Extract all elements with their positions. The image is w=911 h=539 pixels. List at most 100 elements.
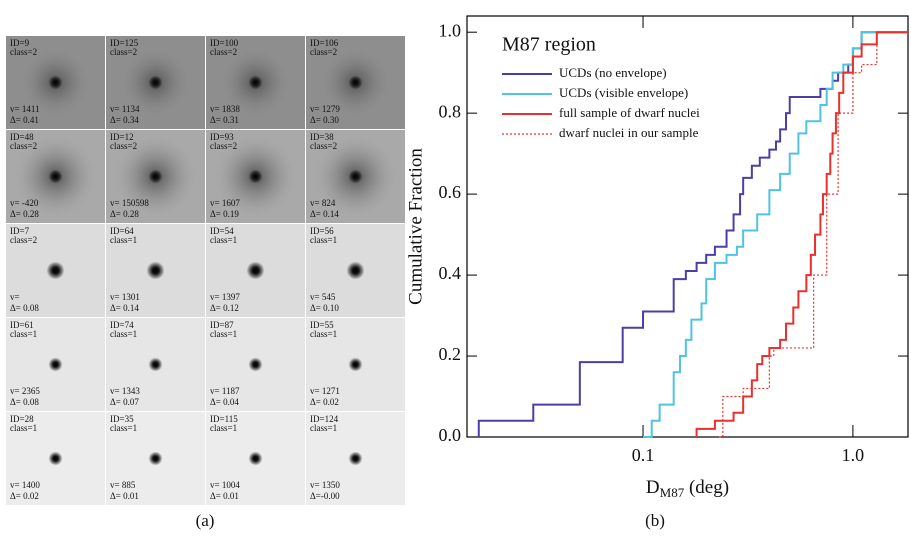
tile-delta: Δ= 0.02	[310, 397, 339, 407]
source	[248, 169, 263, 184]
tile-delta: Δ= 0.28	[110, 209, 139, 219]
tile-delta: Δ= 0.28	[10, 209, 39, 219]
tile-delta: Δ= 0.19	[210, 209, 239, 219]
tile-class: class=1	[310, 329, 337, 339]
y-tick-label: 0.8	[439, 101, 462, 121]
source	[148, 75, 163, 90]
legend-label: full sample of dwarf nuclei	[559, 105, 700, 120]
tile-class: class=2	[310, 141, 337, 151]
tile-velocity: v=	[10, 292, 20, 302]
tile-velocity: v= 1411	[10, 104, 40, 114]
tile-id: ID=35	[110, 414, 134, 424]
cdf-line	[695, 31, 908, 437]
tile-delta: Δ= 0.07	[110, 397, 139, 407]
plot-frame	[466, 15, 909, 438]
tile-delta: Δ= 0.02	[10, 491, 39, 501]
tile-velocity: v= 1400	[10, 480, 40, 490]
tile-class: class=2	[110, 141, 137, 151]
source	[48, 451, 63, 466]
y-tick-label: 0.0	[439, 425, 462, 445]
tile-class: class=2	[10, 47, 37, 57]
y-tick-label: 1.0	[439, 20, 462, 40]
tile-id: ID=93	[210, 132, 234, 142]
tile-id: ID=9	[10, 38, 30, 48]
caption-b: (b)	[645, 511, 665, 530]
tile-id: ID=125	[110, 38, 139, 48]
source	[146, 261, 165, 280]
tile-class: class=1	[110, 423, 137, 433]
tile-class: class=2	[310, 47, 337, 57]
tile-class: class=1	[10, 329, 37, 339]
x-axis-label-part: (deg)	[684, 477, 729, 498]
source	[48, 169, 63, 184]
y-tick-label: 0.2	[439, 344, 462, 364]
y-tick-label: 0.6	[439, 182, 462, 202]
tile-id: ID=64	[110, 226, 134, 236]
source	[248, 357, 263, 372]
tile-delta: Δ= 0.41	[10, 115, 39, 125]
tile-velocity: v= 824	[310, 198, 336, 208]
tile-delta: Δ= 0.08	[10, 397, 39, 407]
tile-id: ID=38	[310, 132, 334, 142]
tile-id: ID=74	[110, 320, 134, 330]
tile-velocity: v= 885	[110, 480, 136, 490]
tile-velocity: v= 2365	[10, 386, 40, 396]
tile-velocity: v= 150598	[110, 198, 149, 208]
tile-class: class=2	[10, 235, 37, 245]
source	[46, 261, 65, 280]
tile-velocity: v= 1343	[110, 386, 140, 396]
tile-delta: Δ=-0.00	[310, 491, 340, 501]
tile-class: class=1	[310, 423, 337, 433]
tile-velocity: v= 545	[310, 292, 336, 302]
tile-id: ID=106	[310, 38, 339, 48]
tile-delta: Δ= 0.31	[210, 115, 239, 125]
tile-velocity: v= 1279	[310, 104, 340, 114]
cdf-line	[718, 31, 908, 438]
tile-id: ID=124	[310, 414, 339, 424]
tile-class: class=1	[10, 423, 37, 433]
source	[248, 75, 263, 90]
source	[348, 357, 363, 372]
tile-delta: Δ= 0.34	[110, 115, 139, 125]
tile-velocity: v= 1607	[210, 198, 240, 208]
source	[148, 451, 163, 466]
source	[248, 451, 263, 466]
tile-velocity: v= -420	[10, 198, 39, 208]
y-axis-label: Cumulative Fraction	[405, 148, 426, 305]
tile-velocity: v= 1301	[110, 292, 140, 302]
tile-velocity: v= 1134	[110, 104, 140, 114]
tile-delta: Δ= 0.14	[110, 303, 139, 313]
tile-id: ID=54	[210, 226, 234, 236]
tile-id: ID=100	[210, 38, 239, 48]
tile-delta: Δ= 0.10	[310, 303, 339, 313]
tile-velocity: v= 1004	[210, 480, 240, 490]
tile-velocity: v= 1397	[210, 292, 240, 302]
tile-id: ID=55	[310, 320, 334, 330]
tile-class: class=1	[110, 235, 137, 245]
tile-id: ID=48	[10, 132, 34, 142]
x-axis-label-part: D	[646, 477, 660, 498]
tile-delta: Δ= 0.01	[110, 491, 139, 501]
source	[148, 169, 163, 184]
tile-class: class=1	[310, 235, 337, 245]
x-axis-label: DM87 (deg)	[646, 477, 729, 500]
tile-id: ID=61	[10, 320, 34, 330]
tile-class: class=1	[210, 235, 237, 245]
tile-class: class=1	[110, 329, 137, 339]
tile-id: ID=56	[310, 226, 334, 236]
chart-title: M87 region	[502, 34, 596, 56]
tile-id: ID=12	[110, 132, 134, 142]
tile-delta: Δ= 0.30	[310, 115, 339, 125]
tile-class: class=2	[10, 141, 37, 151]
tile-delta: Δ= 0.12	[210, 303, 239, 313]
